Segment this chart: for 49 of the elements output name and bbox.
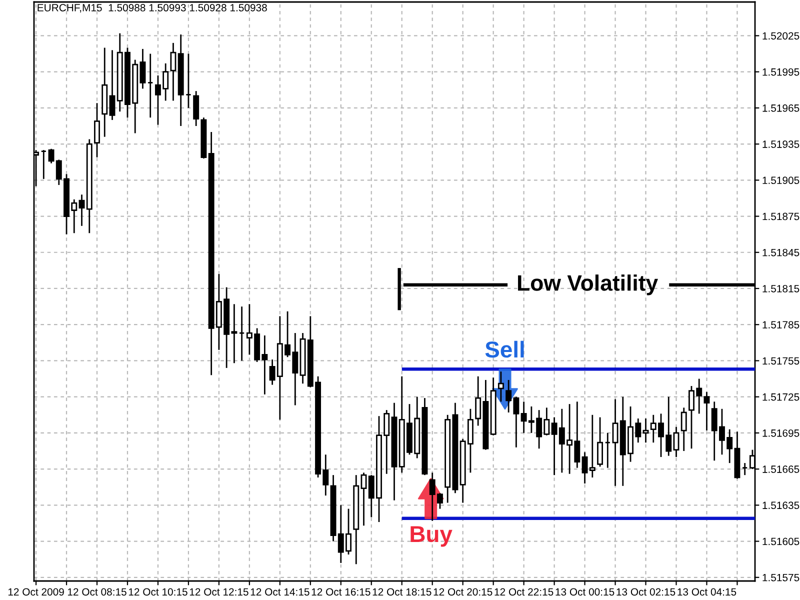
candlestick — [140, 48, 146, 90]
x-tick-label: 12 Oct 18:15 — [372, 588, 432, 596]
x-tick-label: 12 Oct 2009 — [8, 588, 64, 596]
x-tick-label: 13 Oct 00:15 — [556, 588, 614, 596]
y-tick-label: 1.51665 — [762, 466, 800, 473]
y-tick-label: 1.51905 — [762, 176, 800, 184]
x-tick-label: 13 Oct 02:15 — [616, 588, 676, 596]
candlestick — [680, 406, 687, 452]
x-tick-label: 13 Oct 04:15 — [678, 588, 736, 596]
candlestick — [498, 370, 504, 402]
candlestick — [360, 472, 367, 526]
y-tick-label: 1.51815 — [762, 284, 800, 292]
x-tick-label: 12 Oct 10:15 — [128, 588, 188, 596]
candlestick — [109, 49, 116, 121]
annotation: Sell — [485, 340, 524, 358]
candlestick — [673, 426, 680, 458]
y-tick-label: 1.51845 — [762, 248, 800, 256]
x-tick-label: 12 Oct 16:15 — [312, 588, 370, 596]
x-tick-label: 12 Oct 08:15 — [68, 588, 126, 596]
series-label: Low Volatility — [518, 274, 658, 296]
x-tick-label: 12 Oct 14:15 — [250, 588, 310, 596]
x-tick-label: 12 Oct 12:15 — [190, 588, 248, 596]
y-tick-label: 1.51995 — [762, 68, 800, 76]
chart-title: EURCHF,M15 1.50988 1.50993 1.50928 1.50938 — [38, 4, 267, 13]
x-tick-label: 12 Oct 22:15 — [494, 588, 554, 596]
y-tick-label: 1.51725 — [762, 393, 800, 401]
candlestick — [78, 194, 85, 227]
candlestick — [193, 90, 200, 127]
y-tick-label: 1.51755 — [762, 357, 800, 365]
candlestick — [604, 432, 611, 469]
y-tick-label: 1.51635 — [762, 502, 800, 510]
y-tick-label: 1.51785 — [762, 321, 800, 328]
candlestick — [642, 418, 649, 444]
candlestick — [238, 306, 245, 362]
candlestick — [40, 149, 47, 180]
candlestick — [742, 462, 748, 476]
candlestick — [185, 53, 192, 109]
candlestick — [94, 102, 100, 158]
candlestick — [597, 416, 604, 468]
y-tick-label: 1.51965 — [762, 104, 800, 112]
y-tick-label: 1.51875 — [762, 212, 800, 220]
y-tick-label: 1.51605 — [762, 538, 800, 546]
y-tick-label: 1.51935 — [762, 140, 800, 148]
y-tick-label: 1.51575 — [762, 574, 800, 582]
candlestick — [147, 53, 154, 118]
x-tick-label: 12 Oct 20:15 — [434, 588, 492, 596]
y-tick-label: 1.52025 — [762, 32, 800, 40]
y-tick-label: 1.51695 — [762, 429, 800, 437]
annotation: Buy — [410, 526, 452, 547]
